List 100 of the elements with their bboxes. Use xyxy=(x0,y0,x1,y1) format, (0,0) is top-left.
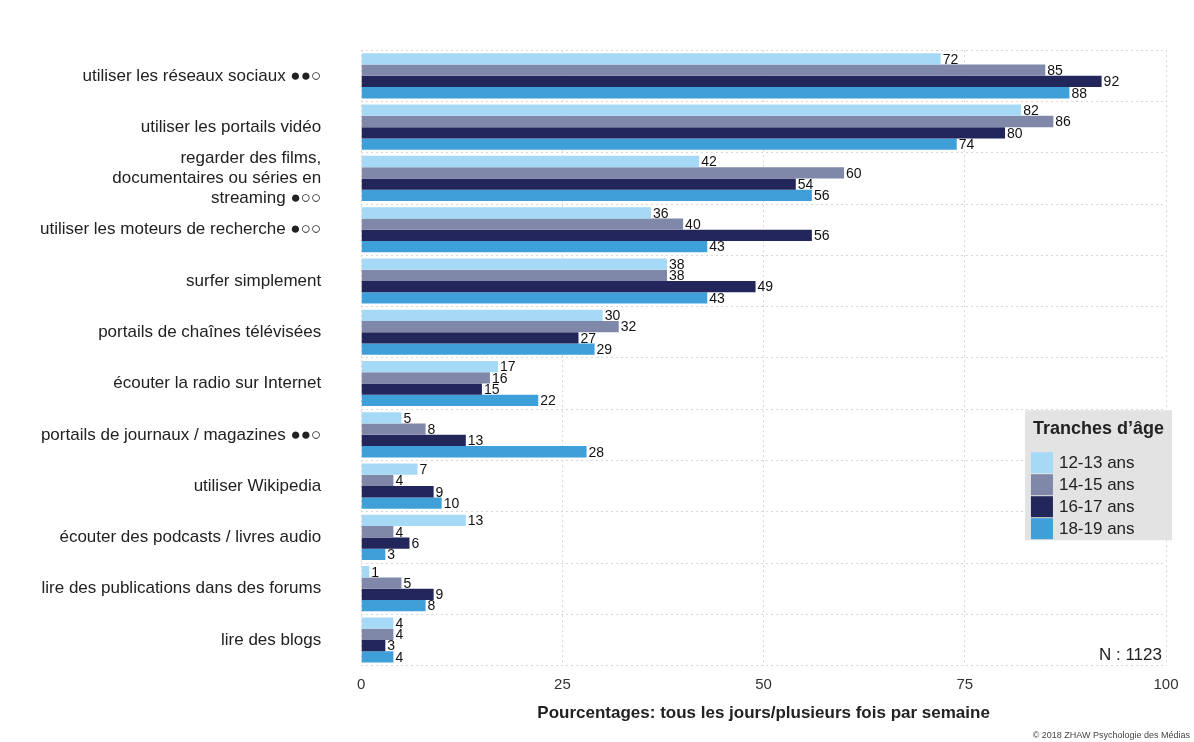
y-tick-label: portails de chaînes télévisées xyxy=(98,321,322,341)
bar xyxy=(361,269,668,281)
data-label: 29 xyxy=(596,341,613,358)
y-tick-label: utiliser les réseaux sociaux ●●○ xyxy=(82,65,322,85)
data-label: 92 xyxy=(1103,73,1120,90)
bar xyxy=(361,189,812,201)
y-tick-label: écouter la radio sur Internet xyxy=(113,373,322,393)
x-tick-label: 100 xyxy=(1153,674,1179,692)
y-tick-label: surfer simplement xyxy=(186,270,322,290)
data-label: 74 xyxy=(958,135,975,152)
bar xyxy=(361,104,1022,116)
bar xyxy=(361,548,386,560)
bar xyxy=(361,474,394,487)
data-label: 5 xyxy=(403,409,412,426)
data-label: 43 xyxy=(709,289,726,306)
text: © 2018 ZHAW Psychologie des Médias xyxy=(1032,729,1191,740)
bar xyxy=(361,138,957,150)
bar xyxy=(361,127,1006,139)
x-tick-label: 50 xyxy=(755,674,772,692)
bar xyxy=(361,167,845,179)
data-label: 38 xyxy=(669,255,685,272)
data-label: 10 xyxy=(443,494,460,511)
data-label: 32 xyxy=(620,318,637,335)
bar xyxy=(361,577,402,589)
bar xyxy=(361,292,708,304)
data-label: 22 xyxy=(540,392,557,409)
data-label: 9 xyxy=(435,586,444,603)
annotation: N : 1123 xyxy=(1098,644,1162,664)
x-tick-label: 0 xyxy=(357,674,366,692)
x-tick-label: 25 xyxy=(554,674,571,692)
bar xyxy=(361,628,394,640)
bar xyxy=(361,372,490,384)
y-tick-label: utiliser Wikipedia xyxy=(193,475,322,495)
bar xyxy=(361,434,466,447)
data-label: 85 xyxy=(1047,62,1064,79)
data-label: 4 xyxy=(395,472,404,489)
bar xyxy=(361,155,700,168)
bar xyxy=(361,514,466,527)
data-label: 43 xyxy=(709,238,726,255)
data-label: 30 xyxy=(604,307,621,324)
data-label: 54 xyxy=(797,175,814,192)
x-tick-label: 75 xyxy=(956,674,974,692)
data-label: 6 xyxy=(411,534,420,551)
data-label: 7 xyxy=(419,461,428,478)
data-label: 42 xyxy=(701,153,717,170)
bar xyxy=(361,87,1070,99)
data-label: 8 xyxy=(427,421,436,438)
bar xyxy=(361,383,482,395)
data-label: 28 xyxy=(588,443,605,460)
data-label: 4 xyxy=(395,648,404,665)
data-label: 8 xyxy=(427,597,436,614)
data-label: 86 xyxy=(1055,113,1072,130)
data-label: 72 xyxy=(942,50,959,67)
data-label: 3 xyxy=(387,546,396,563)
bar xyxy=(361,446,587,458)
bar xyxy=(361,599,426,612)
bar xyxy=(361,497,442,509)
bar xyxy=(361,617,394,629)
bar xyxy=(361,309,603,321)
bar xyxy=(361,360,499,373)
bar xyxy=(361,423,426,435)
bar xyxy=(361,53,941,65)
bar xyxy=(361,115,1054,128)
bar xyxy=(361,178,796,190)
data-label: 4 xyxy=(395,523,404,540)
y-tick-label: regarder des films, documentaires ou séries en streaming ●○○ xyxy=(112,147,322,208)
bar xyxy=(361,394,539,407)
bar xyxy=(361,75,1102,88)
bar xyxy=(361,537,410,549)
bar xyxy=(361,343,595,355)
bar xyxy=(361,651,394,663)
data-label: 5 xyxy=(403,574,412,591)
bar xyxy=(361,588,434,600)
legend-label: 14-15 ans xyxy=(1058,474,1135,494)
data-label: 56 xyxy=(813,187,830,204)
y-tick-label: utiliser les moteurs de recherche ●○○ xyxy=(39,219,322,239)
legend-label: 12-13 ans xyxy=(1058,452,1135,472)
bar xyxy=(361,240,708,253)
data-label: 4 xyxy=(395,614,404,631)
bar xyxy=(361,280,756,293)
data-label: 60 xyxy=(846,164,862,181)
bar xyxy=(361,320,619,333)
data-label: 56 xyxy=(813,227,830,244)
y-tick-label: portails de journaux / magazines ●●○ xyxy=(40,424,322,444)
data-label: 80 xyxy=(1007,124,1023,141)
legend-label: 18-19 ans xyxy=(1058,518,1135,538)
bar xyxy=(361,486,434,498)
bar xyxy=(361,526,394,538)
legend-label: 16-17 ans xyxy=(1058,496,1135,516)
data-label: 1 xyxy=(371,563,380,580)
data-label: 13 xyxy=(467,512,484,529)
bar xyxy=(361,412,402,424)
data-label: 40 xyxy=(685,215,701,232)
y-tick-label: écouter des podcasts / livres audio xyxy=(59,527,322,547)
y-tick-label: lire des publications dans des forums xyxy=(41,578,322,598)
data-label: 49 xyxy=(757,278,774,295)
bar xyxy=(361,218,684,230)
bar xyxy=(361,64,1046,76)
bar xyxy=(361,207,651,219)
bar xyxy=(361,463,418,475)
